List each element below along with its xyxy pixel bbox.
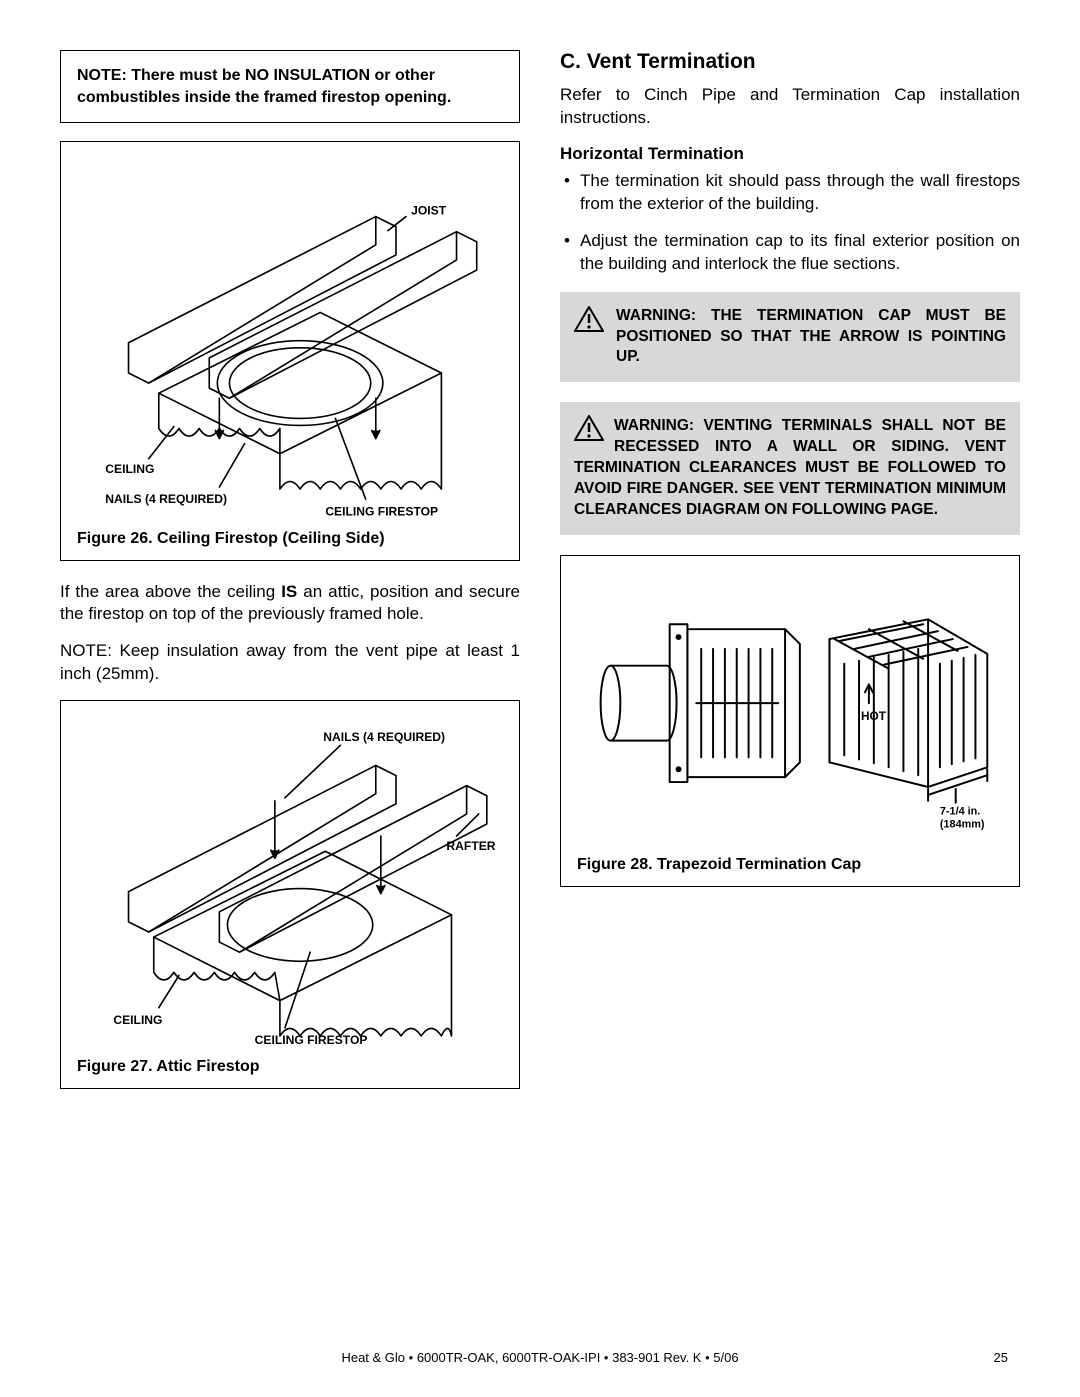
page-number: 25 (994, 1350, 1008, 1365)
label-firestop-27: CEILING FIRESTOP (255, 1033, 368, 1047)
label-ceiling: CEILING (105, 462, 154, 476)
termination-bullets: The termination kit should pass through … (560, 170, 1020, 276)
fig28-caption: Figure 28. Trapezoid Termination Cap (573, 856, 1007, 874)
dim-7-1-4: 7-1/4 in. (940, 806, 980, 818)
warning-recessed-text: WARNING: VENTING TERMINALS SHALL NOT BE … (574, 417, 1006, 518)
fig27-caption: Figure 27. Attic Firestop (73, 1058, 507, 1076)
label-joist: JOIST (411, 204, 447, 218)
section-c-heading: C. Vent Termination (560, 50, 1020, 74)
horizontal-termination-heading: Horizontal Termination (560, 144, 1020, 164)
para-note-insul: NOTE: Keep insulation away from the vent… (60, 640, 520, 686)
warning-arrow-up: WARNING: THE TERMINATION CAP MUST BE POS… (560, 292, 1020, 383)
dim-184mm: (184mm) (940, 818, 985, 830)
label-ceiling-27: CEILING (113, 1013, 162, 1027)
figure-26: JOIST CEILING NAILS (4 REQUIRED) CEILING… (60, 141, 520, 560)
warning-icon (574, 306, 604, 332)
fig26-diagram: JOIST CEILING NAILS (4 REQUIRED) CEILING… (73, 156, 507, 519)
fig28-diagram: HOT 7-1/4 in. (184mm) (573, 570, 1007, 846)
note-insulation: NOTE: There must be NO INSULATION or oth… (60, 50, 520, 123)
section-c-intro: Refer to Cinch Pipe and Termination Cap … (560, 84, 1020, 130)
para-attic: If the area above the ceiling IS an atti… (60, 581, 520, 627)
warning-recessed: WARNING: VENTING TERMINALS SHALL NOT BE … (560, 402, 1020, 535)
figure-27: NAILS (4 REQUIRED) RAFTER CEILING CEILIN… (60, 700, 520, 1089)
label-nails-27: NAILS (4 REQUIRED) (323, 731, 445, 745)
label-nails: NAILS (4 REQUIRED) (105, 492, 227, 506)
figure-28: HOT 7-1/4 in. (184mm) Figure 28. Trapezo… (560, 555, 1020, 887)
label-rafter: RAFTER (446, 840, 495, 854)
bullet-2: Adjust the termination cap to its final … (560, 230, 1020, 276)
fig26-caption: Figure 26. Ceiling Firestop (Ceiling Sid… (73, 530, 507, 548)
fig27-diagram: NAILS (4 REQUIRED) RAFTER CEILING CEILIN… (73, 715, 507, 1048)
label-firestop: CEILING FIRESTOP (325, 504, 438, 518)
page-footer: Heat & Glo • 6000TR-OAK, 6000TR-OAK-IPI … (0, 1350, 1080, 1365)
warning-arrow-text: WARNING: THE TERMINATION CAP MUST BE POS… (616, 306, 1006, 369)
bullet-1: The termination kit should pass through … (560, 170, 1020, 216)
hot-label: HOT (861, 709, 887, 723)
warning-icon (574, 415, 604, 441)
